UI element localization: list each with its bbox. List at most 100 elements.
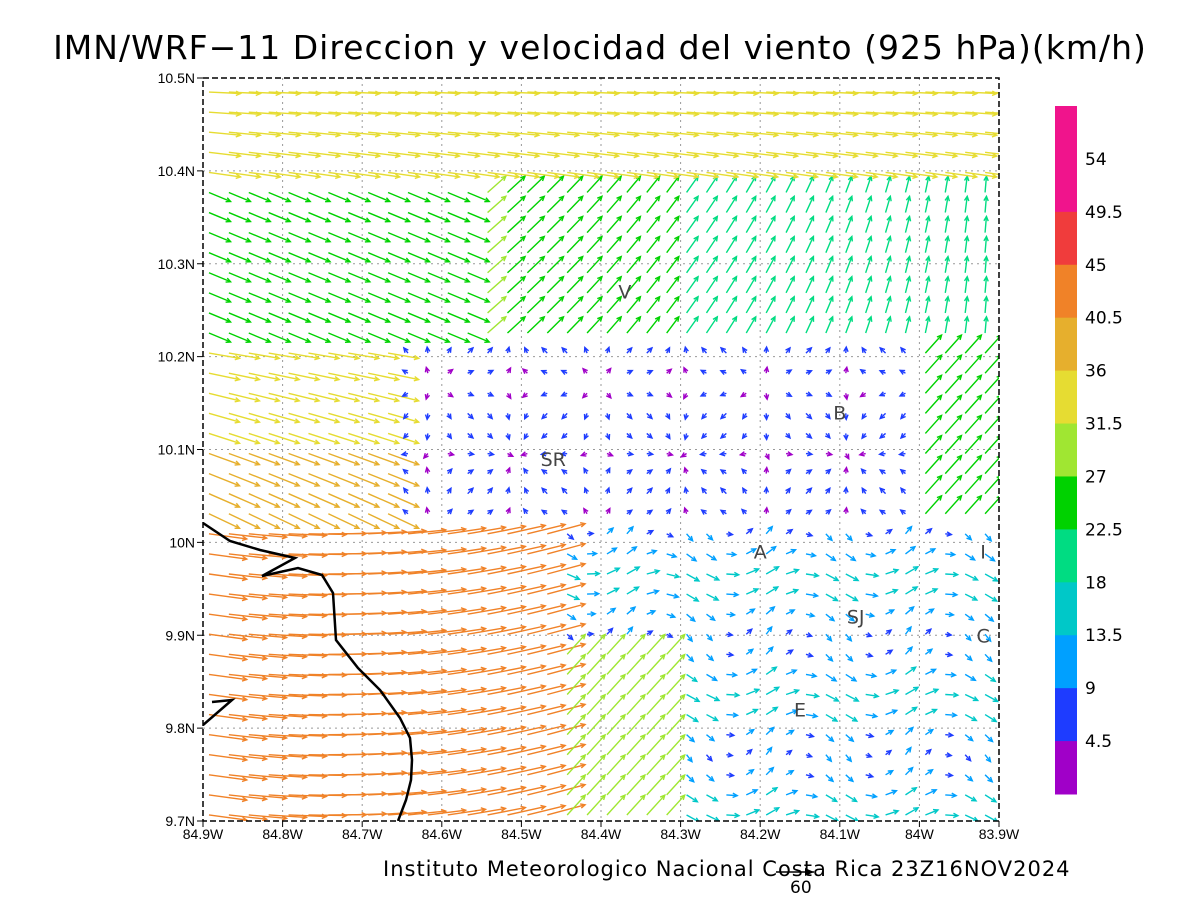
wind-arrow — [626, 432, 633, 440]
wind-arrow — [725, 315, 738, 334]
wind-arrow — [268, 292, 292, 303]
wind-arrow — [924, 353, 943, 374]
wind-arrow — [446, 467, 453, 475]
wind-arrow — [965, 171, 999, 180]
wind-arrow — [228, 613, 269, 621]
wind-arrow — [208, 452, 242, 466]
wind-arrow — [447, 566, 488, 575]
legend-label: 13.5 — [1085, 626, 1123, 646]
wind-arrow — [899, 432, 906, 440]
wind-arrow — [646, 469, 654, 475]
wind-arrow — [964, 794, 978, 802]
wind-arrow — [626, 412, 633, 420]
wind-arrow — [825, 713, 839, 722]
wind-arrow — [865, 672, 878, 679]
wind-arrow — [447, 686, 488, 696]
wind-arrow — [348, 392, 381, 403]
legend-label: 27 — [1085, 467, 1107, 487]
wind-arrow — [328, 171, 362, 180]
wind-arrow — [666, 171, 700, 180]
wind-arrow — [626, 255, 642, 274]
wind-arrow — [845, 151, 879, 159]
wind-arrow — [348, 352, 381, 361]
wind-arrow — [944, 394, 963, 414]
wind-arrow — [699, 369, 707, 375]
wind-arrow — [825, 593, 839, 602]
wind-arrow — [785, 669, 798, 676]
wind-arrow — [407, 171, 442, 180]
wind-arrow — [586, 295, 604, 314]
wind-arrow — [666, 235, 680, 254]
wind-arrow — [924, 434, 943, 454]
wind-vectors — [208, 90, 999, 821]
wind-arrow — [945, 151, 979, 159]
wind-arrow — [547, 763, 587, 776]
wind-arrow — [878, 509, 886, 515]
wind-arrow — [686, 171, 720, 180]
wind-arrow — [666, 195, 680, 213]
wind-arrow — [805, 432, 813, 440]
wind-arrow — [248, 191, 272, 203]
wind-arrow — [983, 234, 989, 253]
wind-arrow — [208, 693, 249, 702]
wind-arrow — [626, 235, 642, 254]
wind-arrow — [646, 633, 666, 655]
wind-arrow — [348, 211, 372, 223]
wind-arrow — [507, 624, 547, 635]
wind-arrow — [825, 613, 836, 622]
wind-arrow — [944, 194, 951, 213]
wind-arrow — [825, 451, 834, 457]
wind-arrow — [706, 794, 719, 802]
wind-arrow — [984, 754, 992, 763]
wind-arrow — [825, 754, 833, 763]
wind-arrow — [860, 468, 867, 475]
wind-arrow — [208, 231, 233, 243]
wind-arrow — [865, 315, 873, 334]
wind-arrow — [825, 214, 834, 233]
wind-arrow — [546, 255, 565, 274]
wind-arrow — [387, 191, 412, 203]
wind-arrow — [964, 553, 977, 561]
wind-arrow — [945, 531, 953, 537]
wind-arrow — [963, 234, 970, 253]
wind-arrow — [865, 255, 873, 274]
wind-arrow — [308, 292, 332, 303]
wind-arrow — [487, 295, 508, 314]
wind-arrow — [845, 653, 854, 662]
wind-arrow — [685, 195, 699, 213]
wind-arrow — [686, 633, 694, 643]
wind-arrow — [546, 215, 565, 234]
wind-arrow — [945, 672, 958, 678]
wind-arrow — [586, 235, 604, 254]
wind-arrow — [606, 773, 627, 796]
wind-arrow — [328, 452, 361, 466]
wind-arrow — [845, 774, 855, 783]
wind-arrow — [587, 631, 595, 637]
wind-arrow — [566, 295, 584, 314]
wind-arrow — [884, 234, 892, 253]
wind-arrow — [487, 685, 527, 696]
wind-arrow — [560, 469, 568, 475]
wind-arrow — [741, 412, 748, 420]
wind-arrow — [506, 235, 527, 254]
wind-arrow — [228, 252, 252, 263]
wind-arrow — [765, 666, 778, 675]
wind-arrow — [865, 692, 880, 699]
wind-arrow — [964, 734, 974, 742]
wind-arrow — [546, 315, 565, 334]
wind-arrow — [506, 255, 527, 274]
wind-arrow — [964, 454, 983, 475]
wind-arrow — [367, 191, 392, 203]
wind-arrow — [424, 466, 431, 474]
wind-arrow — [604, 486, 611, 494]
y-tick-label: 9.7N — [165, 813, 195, 829]
wind-arrow — [487, 487, 494, 495]
wind-arrow — [407, 312, 432, 323]
wind-arrow — [745, 315, 757, 334]
wind-arrow — [899, 346, 907, 354]
wind-arrow — [308, 252, 332, 263]
wind-arrow — [666, 532, 675, 538]
wind-arrow — [581, 367, 588, 374]
wind-arrow — [447, 451, 456, 457]
city-label-e: E — [794, 700, 806, 722]
